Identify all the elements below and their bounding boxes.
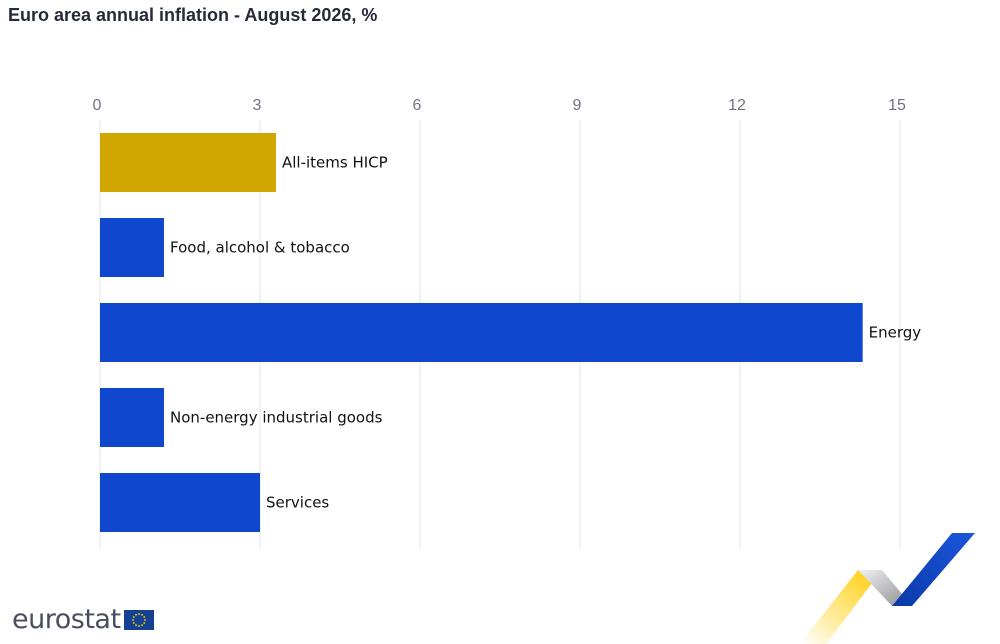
bar (100, 473, 260, 532)
x-tick-label: 12 (728, 97, 746, 114)
bar-label: Services (266, 494, 329, 512)
bar (100, 388, 164, 447)
flag-star (143, 618, 146, 621)
bar-label: Energy (869, 324, 922, 342)
x-axis-tick-labels: 0 3 6 9 12 15 (93, 97, 906, 114)
bar-label: All-items HICP (282, 154, 388, 172)
flag-star (132, 621, 135, 624)
bar-labels: All-items HICP Food, alcohol & tobacco Ene… (170, 154, 921, 512)
bar (100, 218, 164, 277)
flag-star (140, 613, 143, 616)
flag-star (140, 623, 143, 626)
x-tick-label: 9 (573, 97, 582, 114)
bar (100, 133, 276, 192)
bar (100, 303, 863, 362)
bar-label: Non-energy industrial goods (170, 409, 383, 427)
x-tick-label: 0 (93, 97, 102, 114)
bar-chart: 0 3 6 9 12 15 All-items HICP Food, alcohol & t… (93, 97, 921, 548)
eurostat-wordmark: eurostat (12, 604, 121, 635)
flag-star (132, 615, 135, 618)
flag-star (134, 623, 137, 626)
eu-flag-icon (123, 609, 154, 630)
flag-star (137, 612, 140, 615)
flag-star (137, 624, 140, 627)
flag-star (131, 618, 134, 621)
bar-label: Food, alcohol & tobacco (170, 239, 350, 257)
x-tick-label: 3 (253, 97, 262, 114)
flag-star (142, 621, 145, 624)
bars (100, 133, 863, 532)
eurostat-swoosh-icon (800, 533, 975, 644)
chart-title: Euro area annual inflation - August 2026… (8, 5, 378, 25)
x-tick-label: 15 (888, 97, 906, 114)
x-tick-label: 6 (413, 97, 422, 114)
flag-star (142, 615, 145, 618)
eurostat-logo: eurostat (12, 604, 154, 635)
flag-star (134, 613, 137, 616)
